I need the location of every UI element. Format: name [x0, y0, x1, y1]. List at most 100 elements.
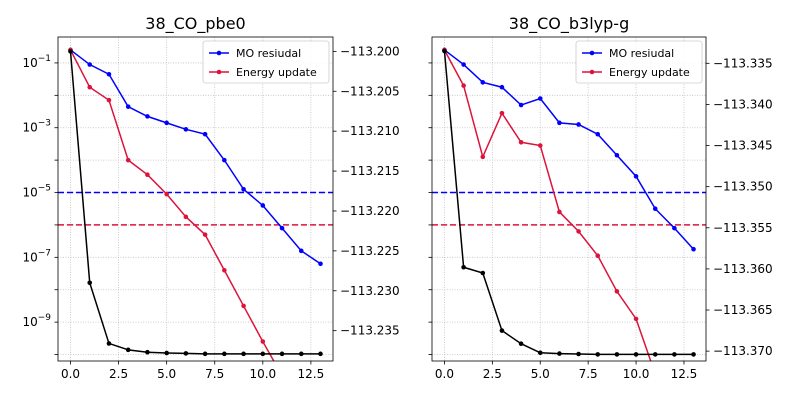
series-mo-resiudal-point	[633, 174, 639, 179]
series-total-energy-point	[461, 264, 466, 270]
x-tick-label: 10.0	[623, 367, 650, 381]
series-total-energy-point	[183, 351, 189, 356]
series-energy-update-point	[518, 140, 524, 145]
series-mo-resiudal-point	[318, 261, 323, 267]
series-total-energy-point	[145, 349, 150, 355]
axes-frame	[431, 36, 707, 362]
series-mo-resiudal-point	[241, 186, 246, 192]
y-right-tick-label: −113.210	[340, 124, 400, 138]
y-left-tick-label: 10−9	[22, 313, 51, 329]
series-mo-resiudal-point	[576, 122, 581, 127]
y-right-tick-label: −113.235	[340, 324, 400, 338]
series-energy-update-point	[480, 154, 486, 160]
x-tick-label: 12.5	[671, 367, 698, 381]
series-total-energy-point	[106, 341, 112, 346]
series-mo-resiudal-point	[672, 225, 677, 231]
y-right-tick-label: −113.360	[713, 262, 773, 276]
series-total-energy-point	[125, 347, 131, 353]
series-energy-update-point	[241, 303, 246, 309]
series-energy-update-point	[106, 97, 112, 103]
series-mo-resiudal-point	[125, 104, 131, 109]
series-mo-resiudal-point	[87, 62, 93, 67]
series-mo-resiudal-point	[279, 225, 285, 231]
y-right-tick-label: −113.230	[340, 284, 400, 298]
y-right-tick-label: −113.200	[340, 44, 400, 58]
series-energy-update-point	[202, 232, 208, 237]
legend-label: MO resiudal	[609, 47, 674, 60]
series-total-energy-point	[279, 351, 285, 357]
legend-swatch-marker	[216, 69, 222, 75]
legend-label: Energy update	[236, 66, 317, 79]
series-energy-update-line	[443, 49, 652, 361]
x-tick-label: 2.5	[109, 367, 128, 381]
series-mo-resiudal-point	[652, 206, 658, 212]
legend-label: MO resiudal	[236, 47, 301, 60]
legend: MO resiudal Energy update	[202, 40, 330, 84]
y-right-tick-label: −113.350	[713, 180, 773, 194]
series-mo-resiudal-point	[145, 114, 150, 119]
series-total-energy-point	[164, 350, 169, 356]
axes-frame	[57, 36, 334, 362]
x-tick-label: 7.5	[579, 367, 598, 381]
series-mo-resiudal-point	[557, 120, 562, 126]
chart-panel-b3lyp: 0.0 2.5 5.0 7.5 10.0 12.5 −113.335 −113.340 −113…	[428, 14, 773, 381]
y-right-tick-label: −113.215	[340, 164, 400, 178]
series-energy-update-point	[537, 143, 543, 148]
y-right-tick-label: −113.225	[340, 244, 400, 258]
legend-box	[575, 40, 703, 84]
series-total-energy-line	[69, 51, 321, 355]
legend-swatch-marker	[589, 69, 595, 75]
y-right-tick-label: −113.220	[340, 204, 400, 218]
x-tick-label: 12.5	[298, 367, 325, 381]
y-right-tick-label: −113.355	[713, 221, 773, 235]
series-total-energy-point	[68, 49, 73, 54]
series-energy-update-point	[576, 229, 581, 234]
series-total-energy-point	[557, 351, 562, 356]
series-energy-update-point	[260, 339, 266, 344]
y-right-tick-label: −113.335	[713, 56, 773, 70]
series-mo-resiudal-point	[202, 131, 208, 137]
series-energy-update-point	[222, 267, 227, 273]
y-left-tick-label: 10−7	[22, 248, 51, 264]
plot-area	[58, 47, 333, 361]
series-energy-update-point	[164, 191, 169, 197]
series-total-energy-point	[652, 352, 658, 357]
plot-area	[432, 47, 706, 361]
series-mo-resiudal-point	[691, 246, 696, 252]
series-total-energy-point	[576, 351, 581, 357]
y-right-tick-label: −113.365	[713, 303, 773, 317]
series-mo-resiudal-point	[260, 203, 266, 208]
chart-title: 38_CO_pbe0	[145, 14, 245, 34]
series-energy-update-point	[499, 110, 505, 116]
y-left-tick-label: 10−5	[22, 184, 51, 200]
series-mo-resiudal-line	[444, 49, 695, 250]
series-energy-update-point	[183, 214, 189, 220]
series-total-energy-point	[318, 351, 323, 357]
series-total-energy-point	[241, 351, 246, 357]
y-right-tick-label: −113.345	[713, 139, 773, 153]
series-mo-resiudal-point	[164, 120, 169, 126]
series-mo-resiudal-point	[298, 248, 304, 254]
series-mo-resiudal-point	[106, 71, 112, 77]
series-total-energy-point	[518, 341, 524, 347]
chart-title: 38_CO_b3lyp-g	[509, 14, 629, 34]
series-total-energy-point	[298, 351, 304, 357]
x-tick-label: 0.0	[435, 367, 454, 381]
series-mo-resiudal-line	[70, 49, 321, 265]
series-mo-resiudal-point	[537, 96, 543, 101]
x-tick-label: 5.0	[157, 367, 176, 381]
legend-box	[202, 40, 330, 84]
series-mo-resiudal-point	[183, 127, 189, 132]
y-right-tick-label: −113.205	[340, 84, 400, 98]
series-energy-update-point	[461, 83, 466, 88]
series-energy-update-point	[125, 157, 131, 163]
series-total-energy-line	[443, 50, 694, 356]
series-total-energy-point	[614, 352, 620, 357]
series-total-energy-point	[202, 351, 208, 357]
series-energy-update-point	[633, 316, 639, 322]
series-mo-resiudal-point	[480, 80, 486, 85]
series-mo-resiudal-point	[518, 102, 524, 108]
series-total-energy-point	[633, 352, 639, 357]
series-total-energy-point	[691, 352, 696, 357]
